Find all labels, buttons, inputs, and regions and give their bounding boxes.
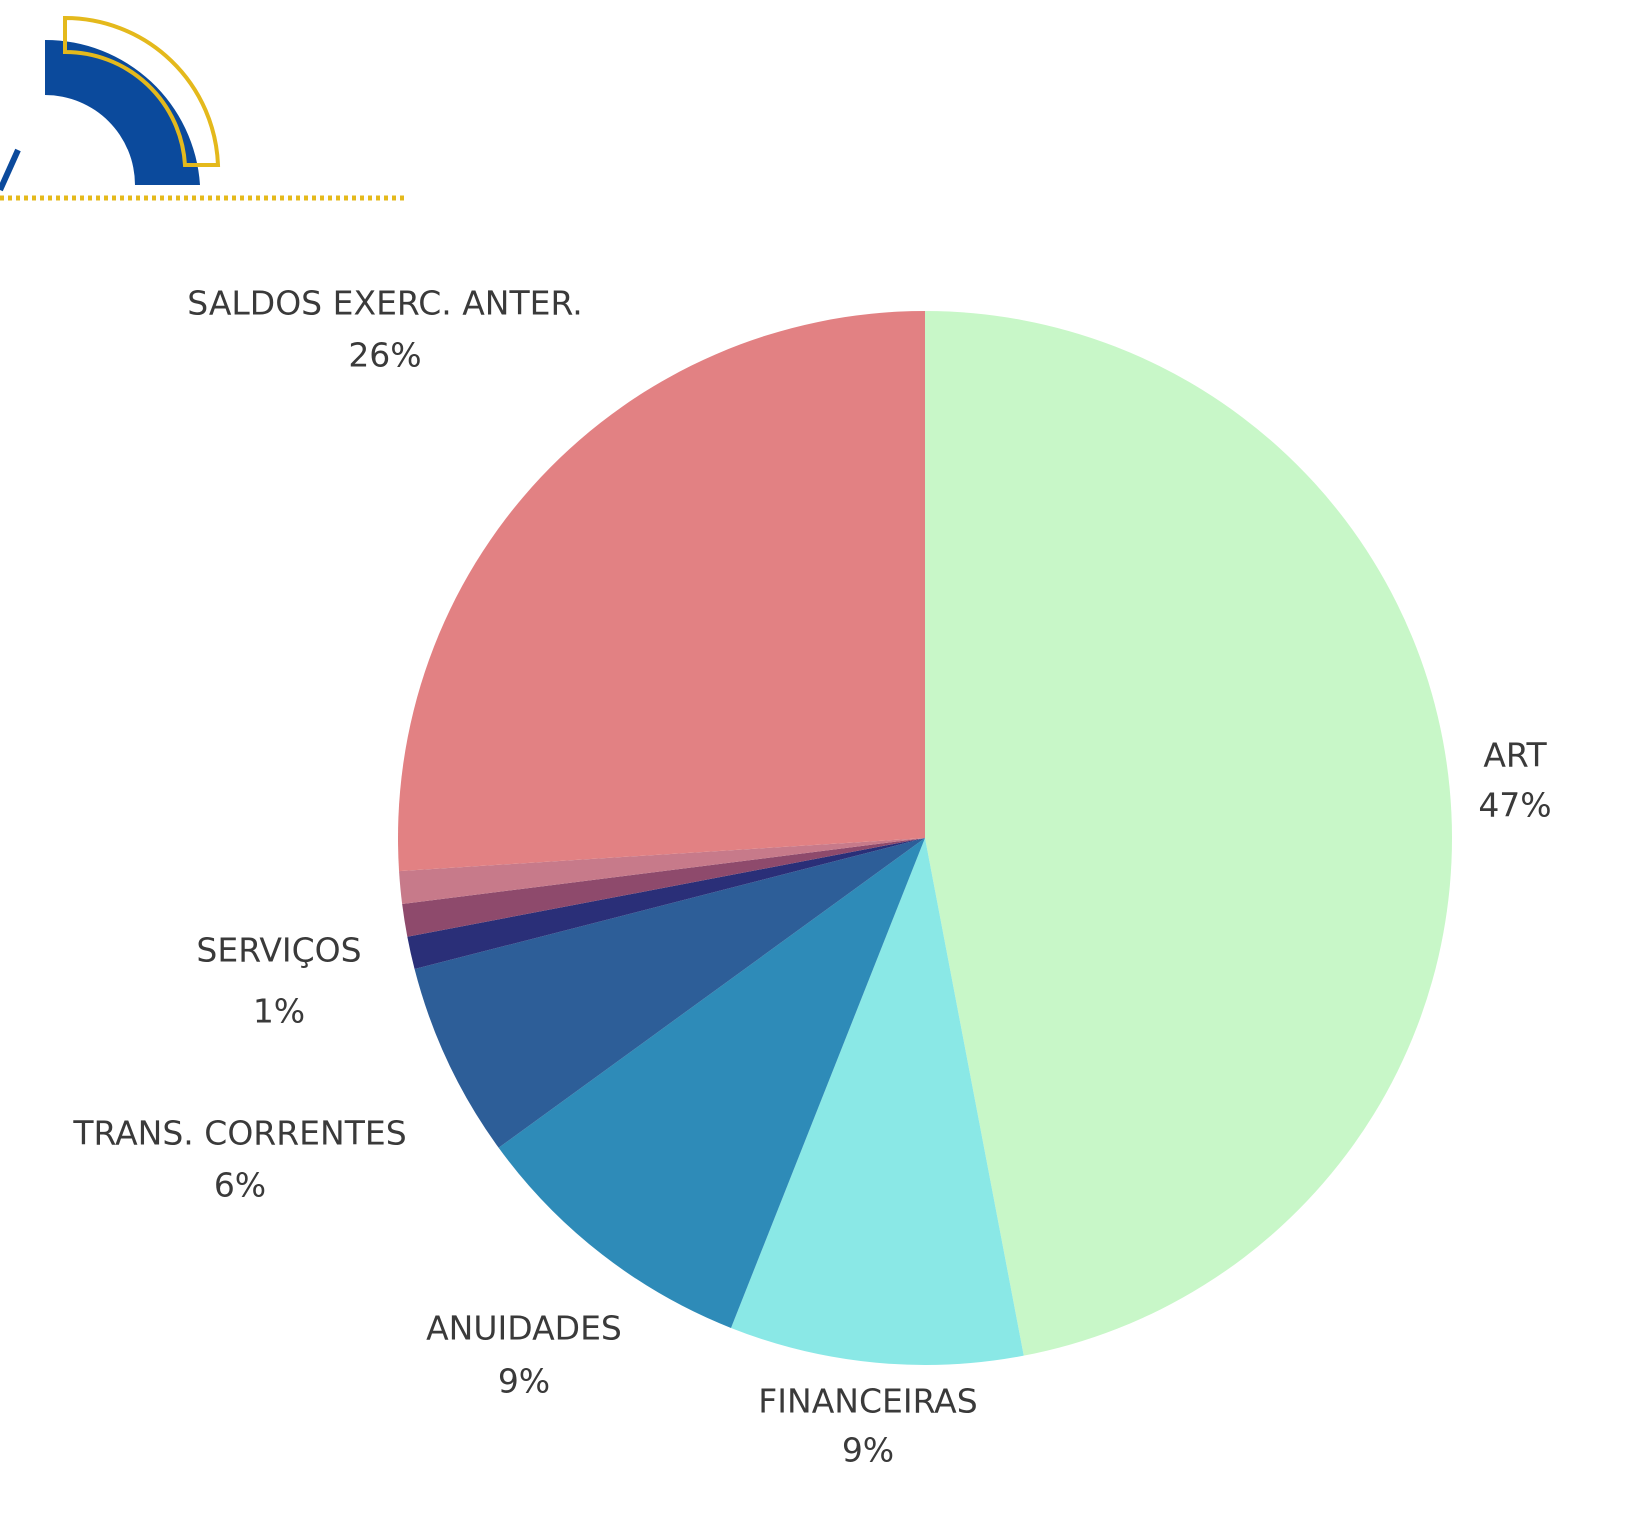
pie-slice (402, 838, 926, 937)
slice-label: ART (1483, 736, 1547, 775)
pie-slice (399, 838, 925, 905)
pie-slice (407, 838, 926, 970)
pie-slice (498, 838, 925, 1328)
pie-slice (398, 311, 925, 872)
slice-value: 9% (498, 1362, 550, 1401)
slice-value: 26% (348, 336, 421, 375)
slice-label: FINANCEIRAS (758, 1382, 977, 1421)
logo (0, 15, 405, 201)
slice-label: SERVIÇOS (196, 931, 361, 970)
logo-letter (0, 148, 21, 192)
pie-slice (414, 838, 925, 1148)
slice-label: ANUIDADES (426, 1309, 622, 1348)
slice-value: 47% (1478, 786, 1551, 825)
slice-value: 1% (253, 992, 305, 1031)
logo-outline (63, 15, 221, 167)
pie-slice (730, 838, 1024, 1365)
slice-label: TRANS. CORRENTES (72, 1114, 406, 1153)
slice-value: 6% (214, 1166, 266, 1205)
pie-slice (925, 310, 1453, 1356)
logo-arc (45, 39, 200, 185)
slice-label: SALDOS EXERC. ANTER. (187, 284, 582, 323)
slice-value: 9% (842, 1431, 894, 1470)
